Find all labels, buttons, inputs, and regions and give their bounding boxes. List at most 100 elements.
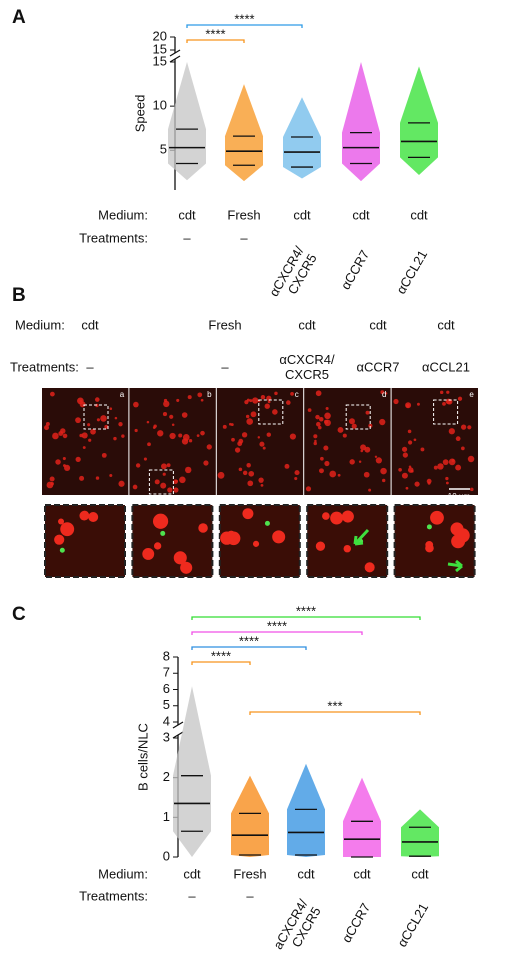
cell — [430, 510, 444, 525]
row-value: cdt — [410, 207, 428, 222]
cell — [358, 460, 362, 463]
sig-label: *** — [327, 698, 342, 713]
cell — [58, 518, 65, 525]
cell — [196, 434, 200, 437]
y-tick-label: 15 — [153, 53, 167, 68]
cell — [187, 395, 192, 400]
cell — [316, 421, 321, 427]
y-tick-label: 2 — [163, 769, 170, 784]
cell — [87, 423, 91, 427]
y-tick-label: 1 — [163, 809, 170, 824]
cell — [337, 427, 344, 433]
cell — [374, 455, 378, 459]
y-tick-label: 3 — [163, 729, 170, 744]
row-value: αCXCR4/ — [279, 352, 335, 367]
arrow — [353, 528, 370, 546]
cell — [63, 464, 71, 471]
cell — [420, 447, 425, 452]
cell — [179, 476, 186, 484]
cell — [169, 432, 176, 440]
cell — [50, 481, 54, 486]
zoom-box — [83, 404, 109, 430]
cell — [398, 467, 402, 472]
cell — [241, 432, 248, 438]
y-tick-label: 15 — [153, 41, 167, 56]
cell — [445, 476, 449, 481]
y-axis-label: Speed — [132, 95, 147, 133]
row-value: – — [188, 888, 196, 903]
cell — [81, 432, 88, 439]
cell — [349, 418, 355, 425]
cell — [289, 433, 297, 440]
y-tick-label: 10 — [153, 98, 167, 113]
row-value: cdt — [297, 866, 315, 881]
cell — [272, 409, 278, 415]
cell — [197, 392, 203, 398]
cell — [264, 403, 270, 409]
cell — [94, 397, 100, 402]
cell — [161, 463, 167, 470]
axis-break — [169, 55, 181, 63]
cell — [185, 466, 192, 474]
cell — [135, 463, 141, 468]
treatment-label: αCCL21 — [395, 901, 432, 950]
cell — [413, 438, 417, 442]
panel-label: C — [12, 604, 26, 625]
cell — [162, 472, 166, 476]
cell — [349, 459, 355, 465]
micrograph — [216, 388, 304, 495]
cell — [153, 424, 157, 428]
cell — [242, 508, 254, 520]
cell — [167, 487, 173, 493]
cell — [95, 476, 100, 480]
cell — [457, 396, 463, 401]
cell — [121, 434, 125, 438]
micrograph — [304, 388, 391, 495]
zoom-image — [131, 504, 214, 578]
cell — [217, 471, 225, 479]
cell — [231, 437, 235, 442]
cell — [79, 510, 90, 521]
cell — [198, 523, 208, 533]
cell — [245, 414, 250, 419]
cell — [260, 483, 264, 487]
cell — [365, 410, 370, 415]
cell — [109, 473, 113, 478]
cell — [442, 459, 449, 466]
cell — [163, 398, 168, 403]
cell — [173, 551, 187, 565]
cell — [330, 511, 344, 525]
cell — [284, 463, 290, 469]
cell — [75, 417, 81, 424]
row-label: Medium: — [98, 866, 148, 881]
y-tick-label: 7 — [163, 665, 170, 680]
micrograph — [391, 388, 478, 495]
image-letter: b — [207, 390, 212, 399]
sig-bracket — [191, 646, 307, 650]
cell — [246, 418, 253, 425]
row-value: cdt — [178, 207, 196, 222]
cell — [163, 400, 170, 408]
image-letter: d — [382, 390, 386, 399]
cell — [60, 522, 75, 537]
cell — [252, 540, 260, 547]
row-label: Treatments: — [79, 888, 148, 903]
cell — [439, 390, 444, 395]
cell — [307, 408, 312, 412]
row-value: – — [86, 359, 94, 374]
sig-bracket — [191, 616, 421, 620]
treatment-label: αCXCR4/CXCR5 — [266, 244, 320, 307]
cell — [324, 412, 331, 420]
cell — [152, 513, 169, 529]
dot-cloud — [400, 66, 438, 175]
cell — [252, 397, 259, 404]
b-cell — [160, 530, 166, 536]
cell — [154, 479, 160, 485]
sig-label: **** — [211, 648, 231, 663]
cell — [294, 476, 298, 481]
y-tick-label: 5 — [160, 142, 167, 157]
cell — [188, 439, 193, 443]
cell — [250, 411, 257, 418]
